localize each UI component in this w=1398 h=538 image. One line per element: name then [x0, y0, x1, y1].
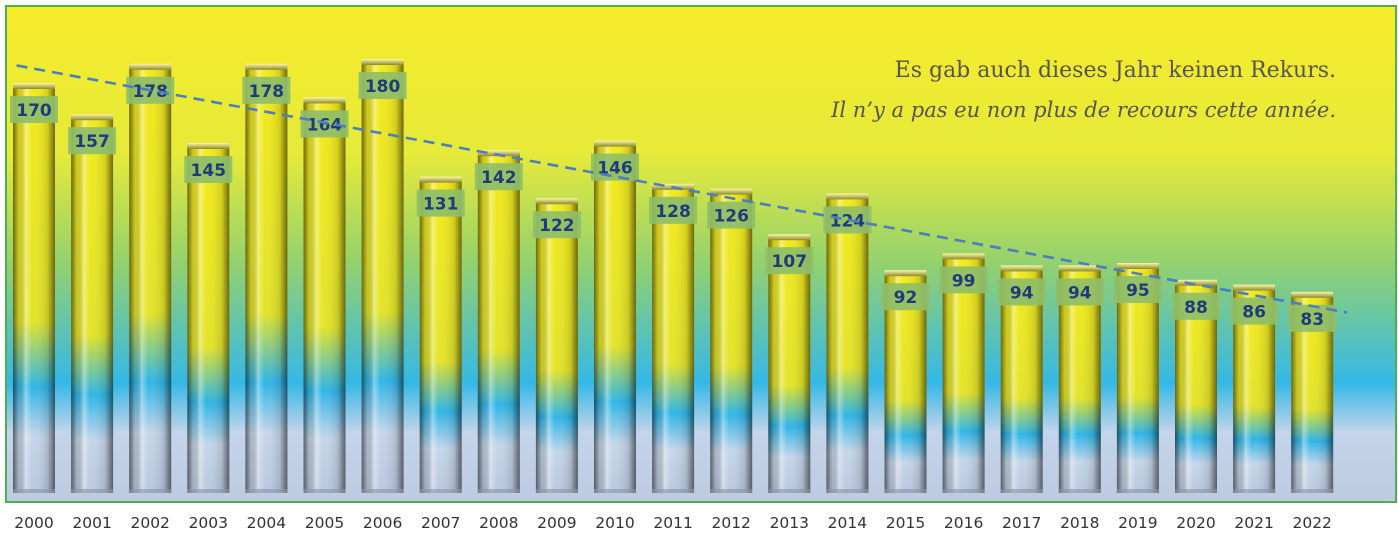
bar-2003: [187, 143, 230, 493]
svg-text:145: 145: [191, 161, 227, 181]
data-label-2011: 128: [649, 196, 698, 224]
svg-text:95: 95: [1126, 281, 1150, 301]
data-label-2021: 86: [1230, 297, 1279, 325]
x-tick-label-2014: 2014: [828, 514, 867, 532]
bar-2008: [477, 150, 520, 493]
svg-text:157: 157: [74, 132, 110, 152]
x-tick-label-2017: 2017: [1002, 514, 1041, 532]
x-tick-label-2019: 2019: [1118, 514, 1157, 532]
bar-2007: [419, 176, 462, 493]
svg-text:180: 180: [365, 77, 401, 97]
bar-2005: [303, 97, 346, 494]
x-tick-label-2001: 2001: [72, 514, 111, 532]
x-tick-label-2004: 2004: [247, 514, 286, 532]
svg-text:83: 83: [1300, 310, 1324, 330]
data-label-2017: 94: [997, 278, 1046, 306]
svg-text:146: 146: [597, 159, 633, 179]
bar-2004: [245, 63, 288, 494]
x-tick-label-2021: 2021: [1234, 514, 1273, 532]
svg-text:131: 131: [423, 195, 459, 215]
data-label-2013: 107: [765, 247, 814, 275]
bar-2012: [710, 188, 753, 493]
x-tick-label-2009: 2009: [537, 514, 576, 532]
x-tick-label-2022: 2022: [1292, 514, 1331, 532]
svg-text:122: 122: [539, 216, 575, 236]
x-tick-label-2018: 2018: [1060, 514, 1099, 532]
svg-text:124: 124: [830, 211, 866, 231]
svg-text:86: 86: [1242, 303, 1266, 323]
bar-2014: [826, 193, 869, 493]
x-tick-label-2008: 2008: [479, 514, 518, 532]
data-label-2015: 92: [881, 283, 930, 311]
svg-text:178: 178: [132, 82, 168, 102]
data-label-2000: 170: [10, 96, 58, 123]
bar-2006: [361, 59, 404, 493]
x-tick-label-2020: 2020: [1176, 514, 1215, 532]
data-label-2009: 122: [532, 211, 581, 239]
x-tick-label-2006: 2006: [363, 514, 402, 532]
svg-text:142: 142: [481, 168, 517, 188]
svg-text:126: 126: [713, 207, 749, 227]
bar-2001: [71, 114, 114, 493]
data-label-2020: 88: [1172, 292, 1220, 320]
data-label-2019: 95: [1113, 276, 1162, 303]
svg-text:88: 88: [1184, 298, 1208, 318]
data-label-2001: 157: [68, 127, 117, 155]
data-label-2018: 94: [1055, 278, 1104, 306]
trend-line: [16, 64, 1348, 314]
data-label-2007: 131: [416, 189, 465, 217]
bar-2016: [942, 253, 985, 493]
data-label-2010: 146: [591, 153, 639, 181]
svg-text:94: 94: [1068, 283, 1092, 303]
x-tick-label-2010: 2010: [595, 514, 634, 532]
svg-text:164: 164: [307, 115, 343, 135]
x-tick-label-2003: 2003: [189, 514, 228, 532]
data-label-2003: 145: [184, 156, 233, 183]
data-label-2016: 99: [939, 266, 988, 294]
bar-2002: [129, 63, 172, 494]
plot-background: [5, 5, 1397, 503]
bar-2011: [652, 183, 695, 494]
x-tick-label-2013: 2013: [770, 514, 809, 532]
bar-2013: [768, 234, 811, 493]
annotation-german: Es gab auch dieses Jahr keinen Rekurs.: [894, 58, 1336, 83]
x-tick-label-2000: 2000: [14, 514, 53, 532]
x-tick-label-2002: 2002: [130, 514, 169, 532]
data-label-2012: 126: [707, 201, 756, 229]
x-tick-label-2015: 2015: [886, 514, 925, 532]
x-tick-label-2016: 2016: [944, 514, 983, 532]
svg-text:92: 92: [894, 288, 918, 308]
x-tick-label-2007: 2007: [421, 514, 460, 532]
svg-text:107: 107: [772, 252, 808, 272]
svg-text:94: 94: [1010, 283, 1034, 303]
svg-text:99: 99: [952, 271, 976, 291]
x-tick-label-2005: 2005: [305, 514, 344, 532]
bar-2010: [594, 140, 636, 493]
data-label-2006: 180: [358, 72, 407, 99]
data-label-2004: 178: [242, 76, 291, 104]
data-label-2014: 124: [823, 206, 872, 234]
bar-2009: [535, 198, 578, 493]
svg-text:128: 128: [655, 202, 691, 222]
bar-2000: [13, 83, 55, 493]
data-label-2008: 142: [474, 163, 523, 191]
svg-text:170: 170: [16, 101, 52, 121]
annotation-french: Il n’y a pas eu non plus de recours cett…: [831, 98, 1336, 122]
svg-text:178: 178: [249, 82, 285, 102]
x-tick-label-2012: 2012: [711, 514, 750, 532]
x-tick-label-2011: 2011: [653, 514, 692, 532]
